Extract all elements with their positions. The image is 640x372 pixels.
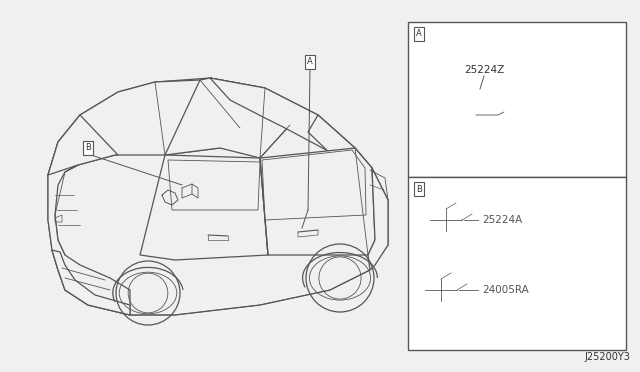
Text: J25200Y3: J25200Y3 — [584, 352, 630, 362]
Text: B: B — [416, 185, 422, 193]
Polygon shape — [48, 80, 240, 175]
Text: 25224A: 25224A — [482, 215, 522, 225]
Polygon shape — [498, 92, 504, 117]
Text: 25224Z: 25224Z — [464, 65, 504, 75]
Polygon shape — [430, 209, 462, 231]
Polygon shape — [48, 165, 130, 315]
Polygon shape — [308, 115, 372, 182]
Polygon shape — [476, 92, 504, 95]
Text: A: A — [307, 58, 313, 67]
Text: 24005RA: 24005RA — [482, 285, 529, 295]
Polygon shape — [210, 78, 355, 152]
Polygon shape — [457, 273, 467, 301]
Polygon shape — [140, 155, 268, 260]
Polygon shape — [476, 95, 498, 117]
Text: B: B — [85, 144, 91, 153]
Polygon shape — [462, 203, 472, 231]
Polygon shape — [165, 78, 290, 158]
Polygon shape — [48, 115, 118, 175]
Polygon shape — [368, 168, 388, 270]
Polygon shape — [500, 114, 506, 133]
Text: A: A — [416, 29, 422, 38]
Polygon shape — [425, 279, 457, 301]
Polygon shape — [260, 148, 375, 255]
Bar — [408, 22, 626, 177]
Polygon shape — [48, 78, 388, 315]
Polygon shape — [168, 160, 260, 210]
Polygon shape — [474, 117, 500, 133]
Polygon shape — [262, 150, 366, 220]
Polygon shape — [52, 250, 130, 315]
Polygon shape — [430, 203, 472, 209]
Polygon shape — [425, 273, 467, 279]
Bar — [408, 177, 626, 350]
